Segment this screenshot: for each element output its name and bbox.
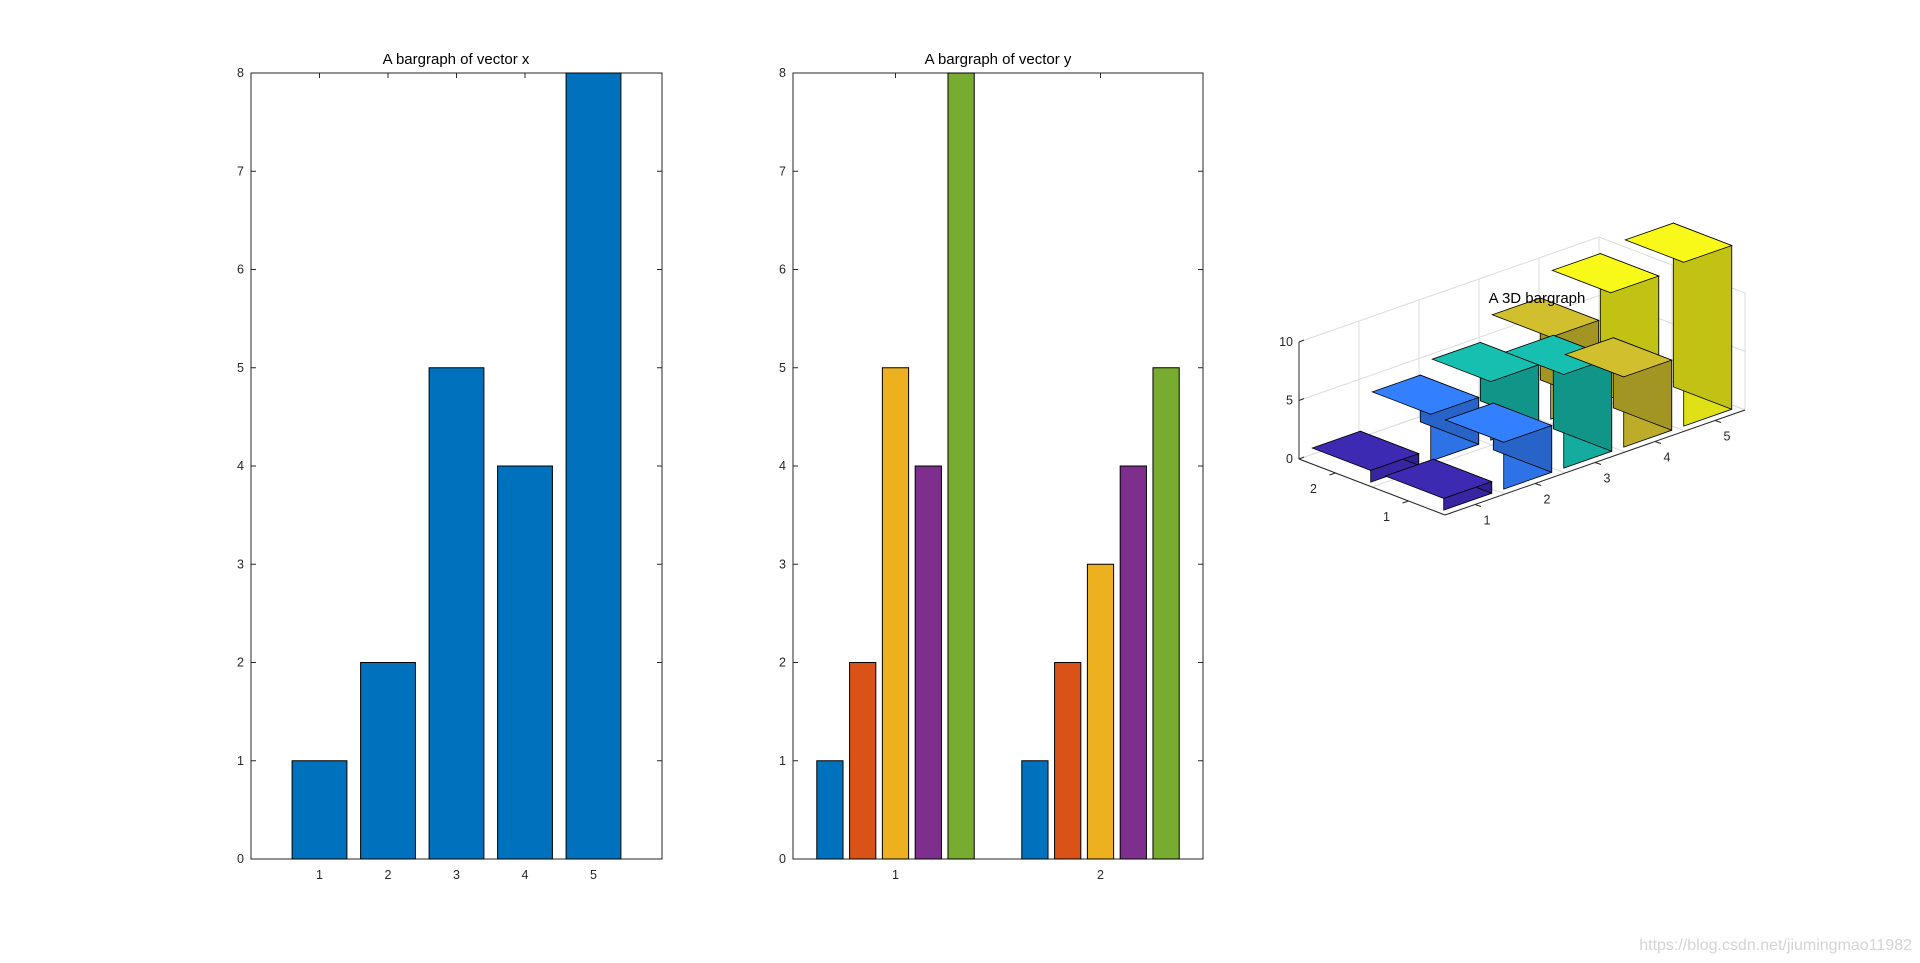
x-tick-label: 1 [316, 868, 323, 882]
z-tick-label: 0 [1286, 452, 1293, 466]
bargraph-3d: 0 5 10 1 2 3 4 5 1 2 A 3D bargraph [1279, 222, 1746, 528]
z-tick [1298, 456, 1305, 460]
bar-3d [1564, 337, 1673, 448]
y-tick-label: 3 [237, 557, 244, 571]
y-tick [1402, 500, 1409, 504]
bar-3d [1384, 458, 1493, 511]
bar-series [291, 72, 622, 860]
tick-labels: 0 5 10 1 2 3 4 5 1 2 [1279, 335, 1730, 528]
bar [1086, 563, 1115, 860]
x-tick-label: 1 [892, 868, 899, 882]
bar-3d [1624, 222, 1733, 427]
bar [497, 465, 553, 860]
y-tick-label: 3 [779, 557, 786, 571]
x-tick-label: 5 [590, 868, 597, 882]
y-tick-label: 0 [237, 852, 244, 866]
z-tick [1298, 339, 1305, 343]
bar-face-top [1491, 297, 1600, 338]
x-tick-label: 2 [1097, 868, 1104, 882]
bargraph-vector-x: 0 1 2 3 4 5 6 7 8 1 2 3 4 5 A bargraph of vector x [237, 51, 663, 882]
y-tick-label: 8 [779, 66, 786, 80]
x-tick [1714, 420, 1722, 423]
x-tick-label: 2 [385, 868, 392, 882]
bar-face-top [1564, 337, 1673, 378]
x-tick-label: 4 [1664, 451, 1671, 465]
bar-series [816, 72, 1180, 860]
bar [947, 72, 975, 860]
chart-title: A bargraph of vector y [925, 51, 1072, 68]
x-tick [1594, 462, 1602, 465]
x-tick [1474, 504, 1482, 507]
y-tick-label: 1 [779, 754, 786, 768]
bar [914, 465, 942, 860]
x-tick-label: 4 [522, 868, 529, 882]
bar [816, 760, 844, 860]
x-tick-label: 5 [1724, 430, 1731, 444]
bar [1021, 760, 1049, 860]
bar [291, 760, 348, 860]
z-tick-label: 5 [1286, 394, 1293, 408]
x-tick-label: 3 [1604, 472, 1611, 486]
bar-face-top [1311, 430, 1420, 471]
x-tick-label: 2 [1544, 493, 1551, 507]
x-tick [1534, 483, 1542, 486]
bargraph-vector-y: 0 1 2 3 4 5 6 7 8 1 2 A bargraph of vector y [779, 51, 1204, 882]
x-tick [1654, 441, 1662, 444]
y-tick-label: 8 [237, 66, 244, 80]
y-axis [1298, 458, 1446, 516]
bar [849, 662, 877, 860]
bar [565, 72, 622, 860]
bar [1152, 367, 1180, 860]
bar-face-top [1551, 253, 1660, 294]
bar-face-top [1444, 402, 1553, 443]
bar [881, 367, 910, 860]
y-tick-label: 1 [237, 754, 244, 768]
z-tick-label: 10 [1279, 335, 1293, 349]
bar [1119, 465, 1147, 860]
y-tick [1329, 472, 1336, 476]
tick-labels: 0 1 2 3 4 5 6 7 8 1 2 3 4 5 [237, 66, 597, 882]
bar [360, 662, 416, 860]
x-tick-label: 3 [453, 868, 460, 882]
bar-face-top [1371, 374, 1480, 415]
tick-labels: 0 1 2 3 4 5 6 7 8 1 2 [779, 66, 1104, 882]
y-tick-label: 6 [779, 263, 786, 277]
y-tick-label: 5 [779, 361, 786, 375]
chart-title: A bargraph of vector x [383, 51, 530, 68]
bar-3d [1311, 430, 1420, 483]
watermark: https://blog.csdn.net/jiumingmao11982 [1639, 937, 1912, 954]
y-tick-label: 7 [779, 164, 786, 178]
y-tick-label: 5 [237, 361, 244, 375]
y-tick-label: 2 [1310, 482, 1317, 496]
z-tick [1298, 398, 1305, 401]
bar-series-3d [1311, 222, 1733, 511]
bar-face-top [1624, 222, 1733, 263]
y-tick-label: 1 [1383, 510, 1390, 524]
y-tick-label: 2 [237, 656, 244, 670]
y-tick-label: 6 [237, 263, 244, 277]
bar-face-top [1384, 458, 1493, 499]
y-tick-label: 2 [779, 656, 786, 670]
bar [1054, 662, 1082, 860]
chart-title: A 3D bargraph [1489, 290, 1586, 307]
x-tick-label: 1 [1484, 514, 1491, 528]
bar-3d [1444, 402, 1553, 490]
y-tick-label: 7 [237, 164, 244, 178]
bar [428, 367, 485, 860]
bar-face-top [1431, 341, 1540, 383]
y-tick-label: 0 [779, 852, 786, 866]
y-tick-label: 4 [237, 459, 244, 473]
y-tick-label: 4 [779, 459, 786, 473]
